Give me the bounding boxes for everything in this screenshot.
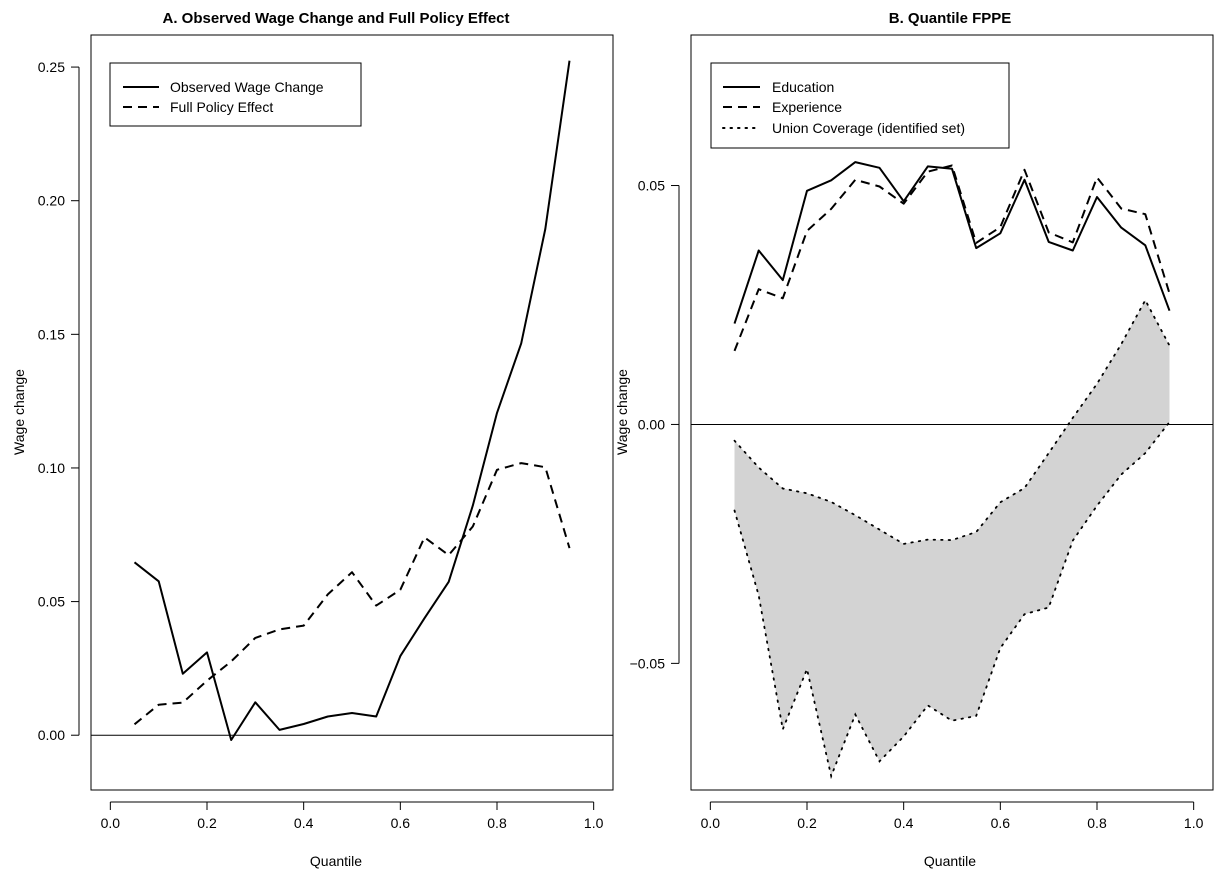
panel-a-y-axis-label: Wage change bbox=[11, 369, 27, 455]
panel-b-series-experience bbox=[733, 164, 1171, 352]
panel-b-x-tick-label: 1.0 bbox=[1184, 815, 1204, 831]
panel-b-legend-label-experience: Experience bbox=[772, 99, 842, 115]
panel-a-y-tick-label: 0.15 bbox=[38, 326, 65, 342]
panel-a-y-tick-label: 0.10 bbox=[38, 460, 65, 476]
panel-b: B. Quantile FPPE Quantile Wage change 0.… bbox=[614, 10, 1214, 869]
panel-b-x-tick-label: 0.8 bbox=[1087, 815, 1107, 831]
panel-b-y-axis-label: Wage change bbox=[614, 369, 630, 455]
panel-a-x-axis-label: Quantile bbox=[310, 853, 362, 869]
panel-a-x-tick-label: 1.0 bbox=[584, 815, 604, 831]
panel-b-x-axis-label: Quantile bbox=[924, 853, 976, 869]
panel-a-legend-label-observed: Observed Wage Change bbox=[170, 79, 324, 95]
panel-a-y-tick-label: 0.05 bbox=[38, 594, 65, 610]
panel-a-plot-frame bbox=[90, 34, 614, 791]
panel-b-legend-label-union: Union Coverage (identified set) bbox=[772, 120, 965, 136]
panel-a-x-tick-label: 0.0 bbox=[101, 815, 121, 831]
panel-a-x-tick-label: 0.8 bbox=[487, 815, 507, 831]
panel-b-y-tick-label: 0.05 bbox=[638, 178, 665, 194]
panel-b-x-tick-label: 0.6 bbox=[991, 815, 1011, 831]
panel-a-y-axis: 0.00 0.05 0.10 0.15 0.20 0.25 bbox=[38, 59, 80, 743]
panel-a-x-tick-label: 0.4 bbox=[294, 815, 314, 831]
panel-a-x-tick-label: 0.6 bbox=[391, 815, 411, 831]
panel-b-legend: Education Experience Union Coverage (ide… bbox=[710, 62, 1010, 149]
panel-b-x-axis: 0.0 0.2 0.4 0.6 0.8 1.0 bbox=[701, 801, 1204, 831]
panel-b-series bbox=[733, 161, 1171, 352]
panel-b-band-area bbox=[734, 300, 1170, 777]
panel-b-legend-box bbox=[710, 62, 1010, 149]
panel-a-legend-box bbox=[109, 62, 362, 127]
panel-a-x-tick-label: 0.2 bbox=[197, 815, 217, 831]
panel-a-series-full-policy-effect bbox=[133, 462, 571, 726]
panel-b-title: B. Quantile FPPE bbox=[889, 10, 1012, 27]
panel-a-y-tick-label: 0.00 bbox=[38, 727, 65, 743]
panel-a: A. Observed Wage Change and Full Policy … bbox=[11, 10, 614, 869]
panel-a-series-observed-wage-change bbox=[133, 60, 571, 741]
panel-b-x-tick-label: 0.0 bbox=[701, 815, 721, 831]
panel-b-union-band bbox=[733, 298, 1171, 780]
panel-b-series-education bbox=[733, 161, 1171, 324]
panel-a-title: A. Observed Wage Change and Full Policy … bbox=[162, 10, 509, 27]
panel-b-y-tick-label: −0.05 bbox=[630, 655, 666, 671]
panel-a-y-tick-label: 0.20 bbox=[38, 193, 65, 209]
panel-a-legend-label-policy: Full Policy Effect bbox=[170, 99, 273, 115]
panel-a-series bbox=[133, 60, 571, 741]
panel-a-x-axis: 0.0 0.2 0.4 0.6 0.8 1.0 bbox=[101, 801, 604, 831]
panel-b-plot-frame bbox=[690, 34, 1214, 791]
panel-b-y-tick-label: 0.00 bbox=[638, 416, 665, 432]
panel-b-x-tick-label: 0.4 bbox=[894, 815, 914, 831]
panel-b-x-tick-label: 0.2 bbox=[797, 815, 817, 831]
panel-a-legend: Observed Wage Change Full Policy Effect bbox=[109, 62, 362, 127]
panel-b-legend-label-education: Education bbox=[772, 79, 834, 95]
panel-a-y-tick-label: 0.25 bbox=[38, 59, 65, 75]
panel-b-y-axis: −0.05 0.00 0.05 bbox=[630, 178, 680, 671]
